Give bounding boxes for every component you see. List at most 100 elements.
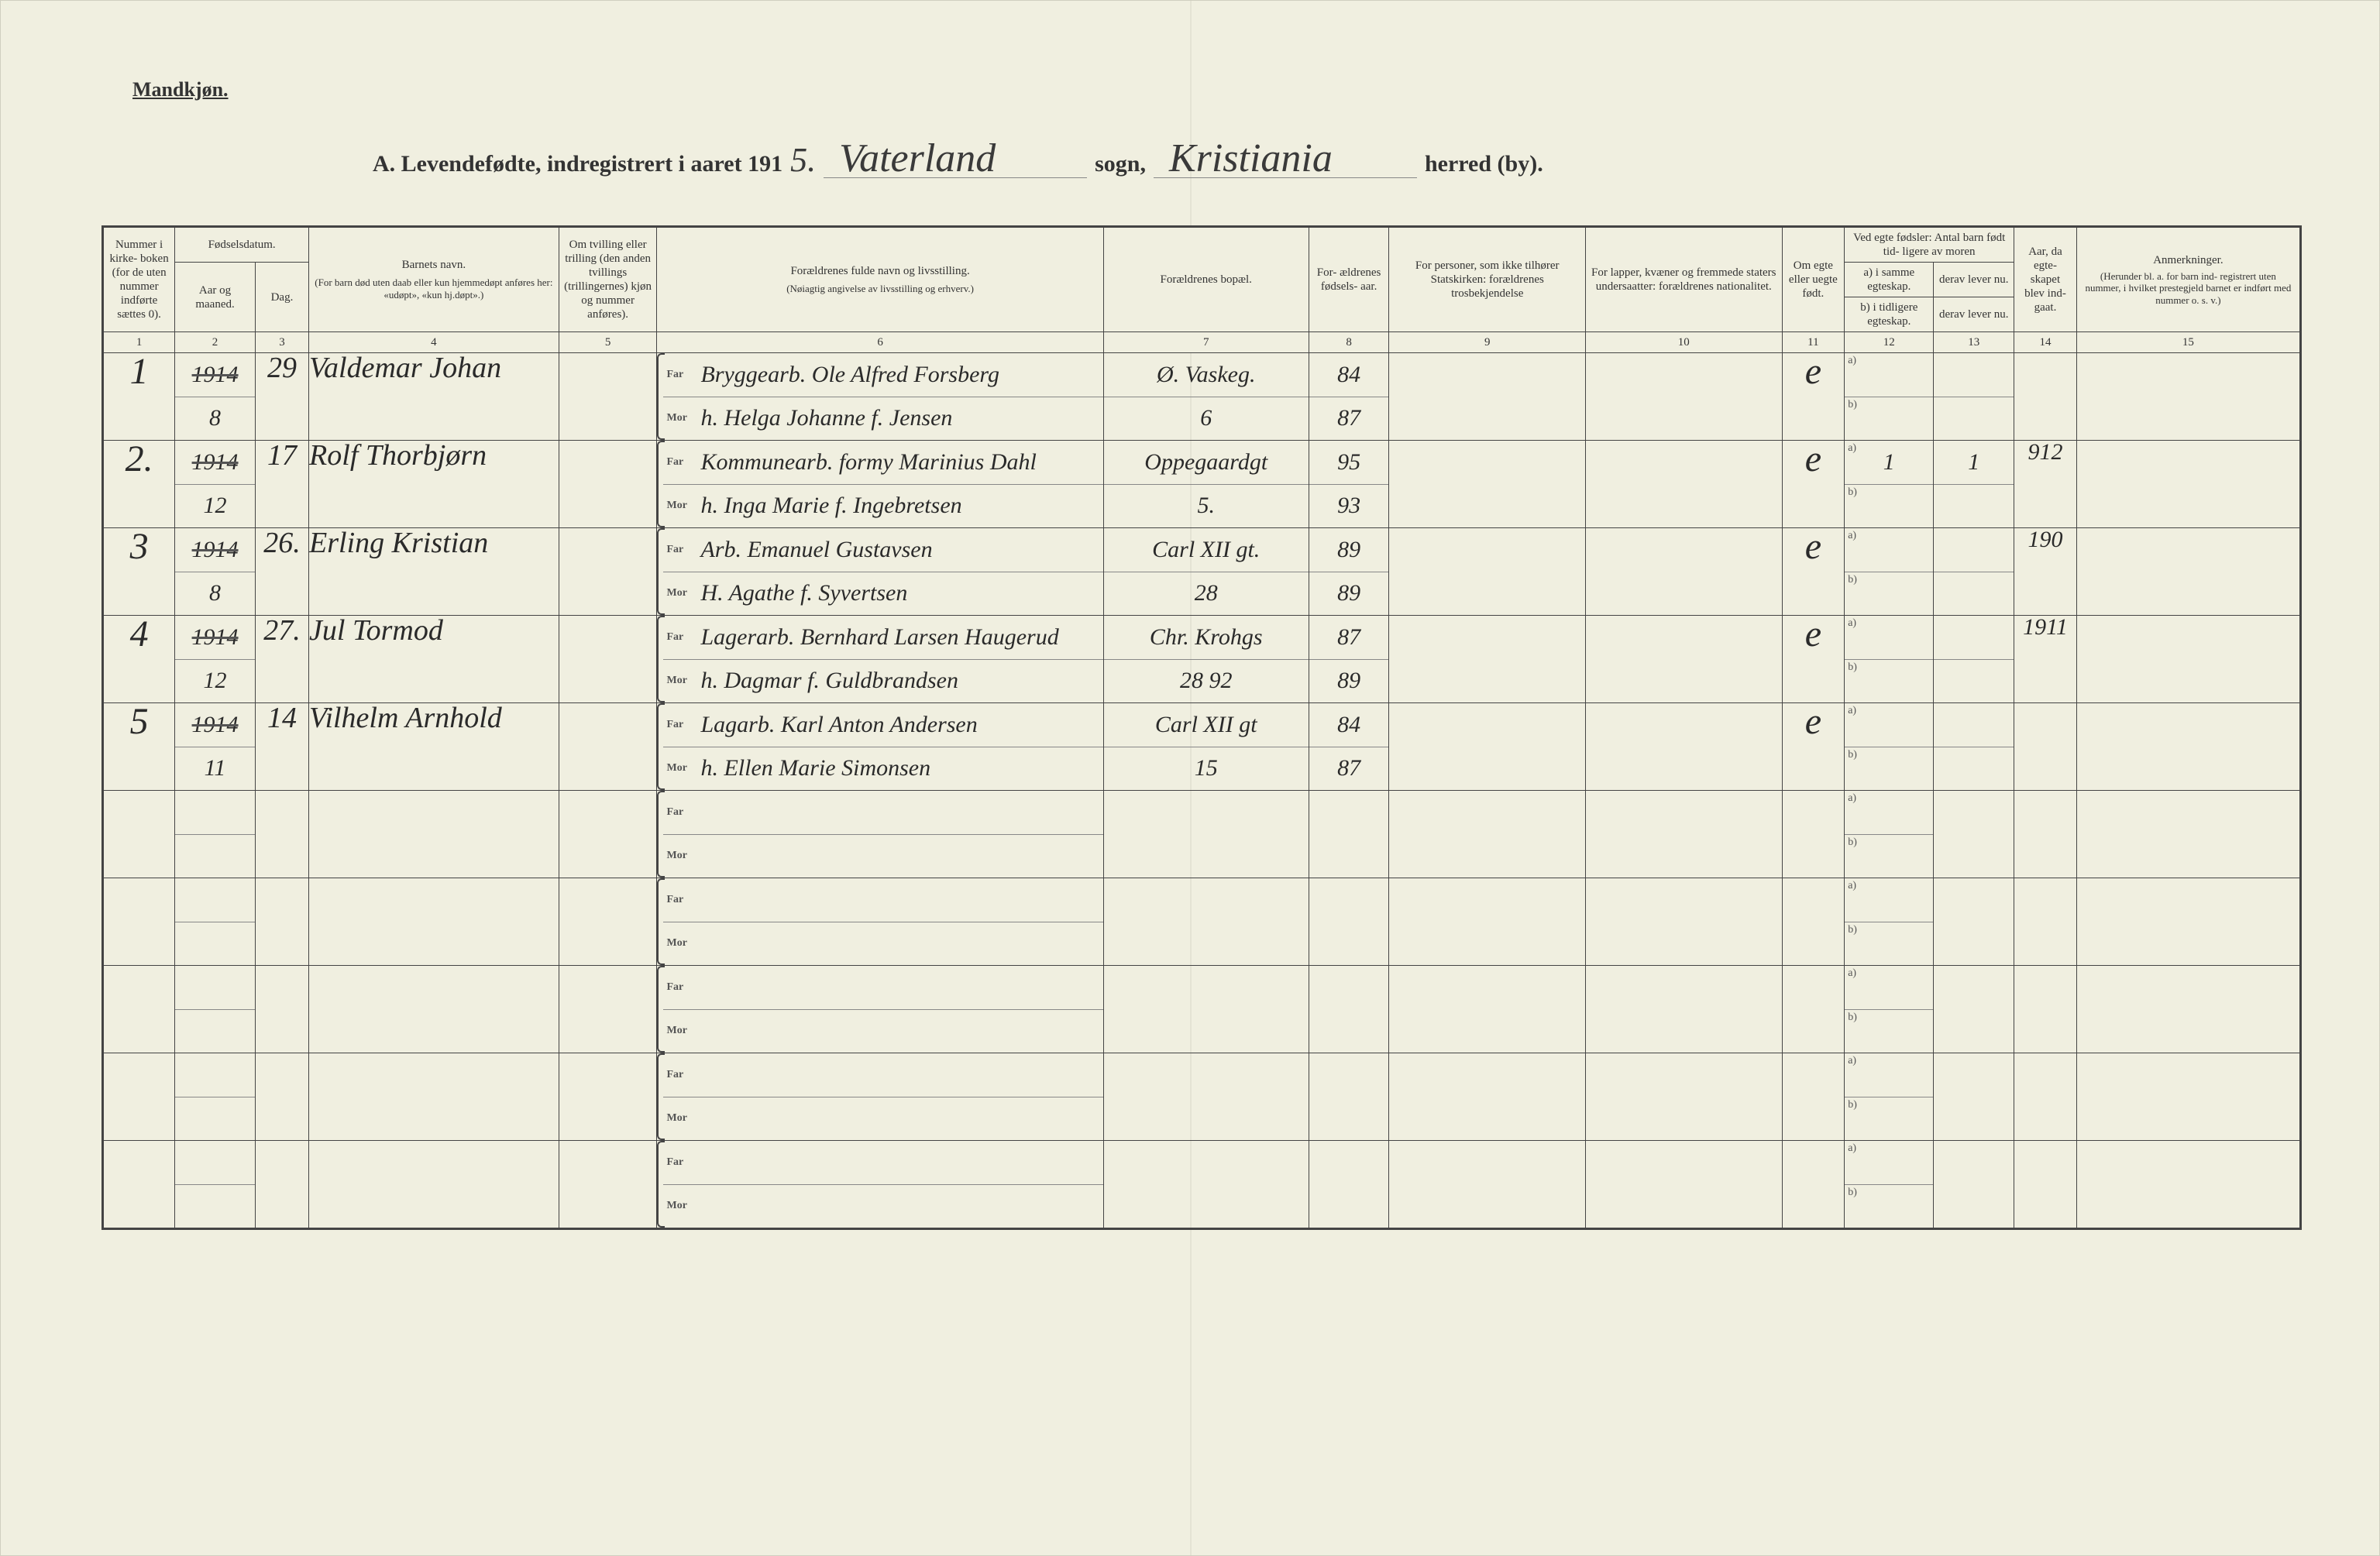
cell-num: [104, 878, 175, 966]
title-prefix: A. Levendefødte, indregistrert i aaret 1…: [373, 151, 782, 177]
cell-child-name: [309, 791, 559, 878]
table-row: 5 1914 11 14 Vilhelm Arnhold FarLagarb. …: [104, 703, 2300, 791]
cell-col14: [2014, 353, 2077, 441]
cell-col12: a) b): [1845, 616, 1934, 703]
register-table-container: Nummer i kirke- boken (for de uten numme…: [101, 225, 2302, 1230]
header-col6-sub: (Nøiagtig angivelse av livsstilling og e…: [662, 283, 1098, 295]
cell-year-month: 1914 12: [175, 616, 256, 703]
table-body: 1 1914 8 29 Valdemar Johan FarBryggearb.…: [104, 353, 2300, 1228]
cell-col14: 190: [2014, 528, 2077, 616]
table-row-empty: Far Mor a) b): [104, 1141, 2300, 1228]
cell-day: 29: [255, 353, 308, 441]
cell-col10: [1586, 528, 1783, 616]
cell-twin: [559, 1141, 657, 1228]
cell-fyear: [1309, 966, 1389, 1053]
cell-col14: [2014, 703, 2077, 791]
cell-day: [255, 878, 308, 966]
cell-parents: FarArb. Emanuel Gustavsen MorH. Agathe f…: [657, 528, 1103, 616]
cell-col9: [1389, 353, 1586, 441]
cell-col9: [1389, 703, 1586, 791]
cell-fyear: [1309, 878, 1389, 966]
cell-col9: [1389, 878, 1586, 966]
cell-col15: [2076, 791, 2299, 878]
cell-col13: 1: [1934, 441, 2014, 528]
cell-child-name: [309, 878, 559, 966]
cell-day: [255, 791, 308, 878]
cell-num: [104, 1053, 175, 1141]
cell-col10: [1586, 878, 1783, 966]
cell-fyear: 84 87: [1309, 703, 1389, 791]
cell-col14: [2014, 791, 2077, 878]
cell-year-month: 1914 8: [175, 353, 256, 441]
cell-twin: [559, 1053, 657, 1141]
cell-twin: [559, 878, 657, 966]
table-row: 2. 1914 12 17 Rolf Thorbjørn FarKommunea…: [104, 441, 2300, 528]
cell-col13: [1934, 1053, 2014, 1141]
cell-child-name: Jul Tormod: [309, 616, 559, 703]
cell-bopael: [1103, 878, 1309, 966]
cell-col15: [2076, 353, 2299, 441]
cell-num: 2.: [104, 441, 175, 528]
cell-col9: [1389, 791, 1586, 878]
cell-parents: FarBryggearb. Ole Alfred Forsberg Morh. …: [657, 353, 1103, 441]
cell-col9: [1389, 966, 1586, 1053]
cell-egte: e: [1782, 703, 1845, 791]
cell-bopael: Carl XII gt. 28: [1103, 528, 1309, 616]
cell-fyear: [1309, 1053, 1389, 1141]
header-col8: For- ældrenes fødsels- aar.: [1309, 228, 1389, 332]
cell-bopael: Chr. Krohgs 28 92: [1103, 616, 1309, 703]
cell-year-month: 1914 11: [175, 703, 256, 791]
colnum-6: 6: [657, 332, 1103, 353]
colnum-9: 9: [1389, 332, 1586, 353]
cell-col15: [2076, 878, 2299, 966]
cell-num: [104, 1141, 175, 1228]
cell-col10: [1586, 703, 1783, 791]
cell-egte: [1782, 966, 1845, 1053]
cell-col12: a) b): [1845, 791, 1934, 878]
cell-parents: FarKommunearb. formy Marinius Dahl Morh.…: [657, 441, 1103, 528]
herred-label: herred (by).: [1425, 151, 1543, 177]
cell-col15: [2076, 1053, 2299, 1141]
cell-col14: [2014, 1053, 2077, 1141]
cell-col13: [1934, 966, 2014, 1053]
cell-col14: [2014, 966, 2077, 1053]
cell-child-name: [309, 1053, 559, 1141]
cell-num: 4: [104, 616, 175, 703]
sogn-label: sogn,: [1095, 151, 1146, 177]
header-col5: Om tvilling eller trilling (den anden tv…: [559, 228, 657, 332]
cell-day: 17: [255, 441, 308, 528]
cell-year-month: [175, 966, 256, 1053]
cell-child-name: Valdemar Johan: [309, 353, 559, 441]
header-col4-sub: (For barn død uten daab eller kun hjemme…: [314, 277, 554, 301]
colnum-11: 11: [1782, 332, 1845, 353]
cell-num: [104, 966, 175, 1053]
cell-twin: [559, 966, 657, 1053]
cell-parents: Far Mor: [657, 878, 1103, 966]
cell-col12: a) b): [1845, 703, 1934, 791]
cell-col15: [2076, 703, 2299, 791]
cell-egte: e: [1782, 528, 1845, 616]
cell-bopael: Oppegaardgt 5.: [1103, 441, 1309, 528]
title-line: A. Levendefødte, indregistrert i aaret 1…: [373, 140, 2302, 180]
header-col2a: Aar og maaned.: [175, 263, 256, 332]
header-col9: For personer, som ikke tilhører Statskir…: [1389, 228, 1586, 332]
cell-num: [104, 791, 175, 878]
colnum-14: 14: [2014, 332, 2077, 353]
cell-day: 14: [255, 703, 308, 791]
header-col4-title: Barnets navn.: [314, 258, 554, 272]
cell-egte: [1782, 878, 1845, 966]
colnum-2: 2: [175, 332, 256, 353]
cell-col13: [1934, 616, 2014, 703]
header-col1: Nummer i kirke- boken (for de uten numme…: [104, 228, 175, 332]
cell-year-month: [175, 1053, 256, 1141]
cell-parents: Far Mor: [657, 791, 1103, 878]
cell-child-name: Erling Kristian: [309, 528, 559, 616]
colnum-13: 13: [1934, 332, 2014, 353]
cell-parents: Far Mor: [657, 1141, 1103, 1228]
cell-fyear: 87 89: [1309, 616, 1389, 703]
sogn-value: Vaterland: [824, 141, 1087, 178]
table-row-empty: Far Mor a) b): [104, 1053, 2300, 1141]
cell-col10: [1586, 1141, 1783, 1228]
cell-twin: [559, 528, 657, 616]
header-col13a: derav lever nu.: [1934, 263, 2014, 297]
